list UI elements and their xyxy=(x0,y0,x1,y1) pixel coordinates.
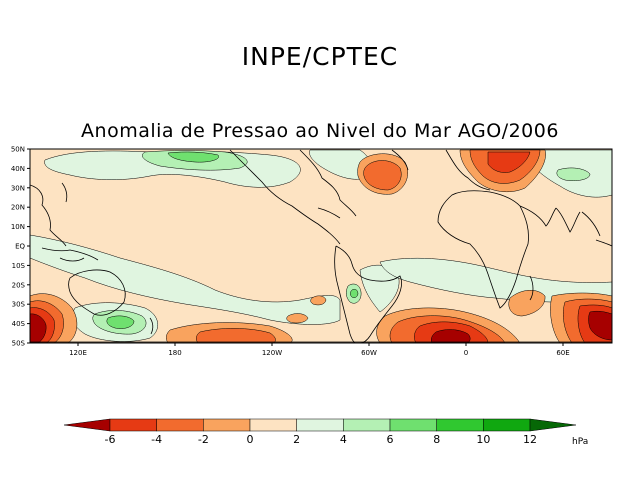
lat-label: 20S xyxy=(12,281,26,289)
lat-label: 20N xyxy=(11,204,25,212)
colorbar-cell xyxy=(389,418,437,432)
lat-label: 30S xyxy=(12,301,26,309)
lat-axis: 50N 40N 30N 20N 10N EQ 10S 20S 30S 40S 5… xyxy=(11,146,30,348)
colorbar-label: -6 xyxy=(105,433,116,446)
colorbar-label: 8 xyxy=(433,433,440,446)
colorbar-label: 2 xyxy=(293,433,300,446)
colorbar-cell xyxy=(203,418,251,432)
lat-label: 40N xyxy=(11,165,25,173)
lat-label: 50S xyxy=(12,340,26,348)
extreme-negative-anomaly xyxy=(30,310,612,343)
peak-positive-anomaly xyxy=(106,151,359,329)
colorbar-cell xyxy=(296,418,344,432)
colorbar-label: -4 xyxy=(151,433,162,446)
colorbar-cell xyxy=(343,418,391,432)
lon-label: 0 xyxy=(464,349,468,357)
lon-label: 120W xyxy=(262,349,282,357)
colorbar: -6 -4 -2 0 2 4 6 8 10 12 hPa xyxy=(63,418,588,447)
colorbar-left-arrow xyxy=(63,418,111,432)
colorbar-cell xyxy=(249,418,297,432)
colorbar-label: 4 xyxy=(340,433,347,446)
lon-label: 60E xyxy=(556,349,569,357)
lat-label: 10N xyxy=(11,223,25,231)
lat-label: 50N xyxy=(11,146,25,154)
colorbar-cell xyxy=(436,418,484,432)
colorbar-right-arrow xyxy=(529,418,577,432)
lat-label: 10S xyxy=(12,262,26,270)
map-panel xyxy=(30,149,612,343)
lon-label: 120E xyxy=(69,349,87,357)
colorbar-label: 10 xyxy=(476,433,490,446)
colorbar-label: 12 xyxy=(523,433,537,446)
colorbar-label: 0 xyxy=(247,433,254,446)
colorbar-cell xyxy=(156,418,204,432)
map-title: Anomalia de Pressao ao Nivel do Mar AGO/… xyxy=(81,120,559,142)
lon-label: 180 xyxy=(168,349,181,357)
lon-label: 60W xyxy=(361,349,377,357)
lat-label: EQ xyxy=(15,243,25,251)
lon-axis: 120E 180 120W 60W 0 60E xyxy=(69,343,570,357)
lat-label: 30N xyxy=(11,184,25,192)
colorbar-unit: hPa xyxy=(572,437,588,447)
colorbar-cell xyxy=(109,418,157,432)
header-title: INPE/CPTEC xyxy=(241,42,399,71)
colorbar-cell xyxy=(483,418,531,432)
colorbar-label: 6 xyxy=(387,433,394,446)
colorbar-label: -2 xyxy=(198,433,209,446)
lat-label: 40S xyxy=(12,320,26,328)
